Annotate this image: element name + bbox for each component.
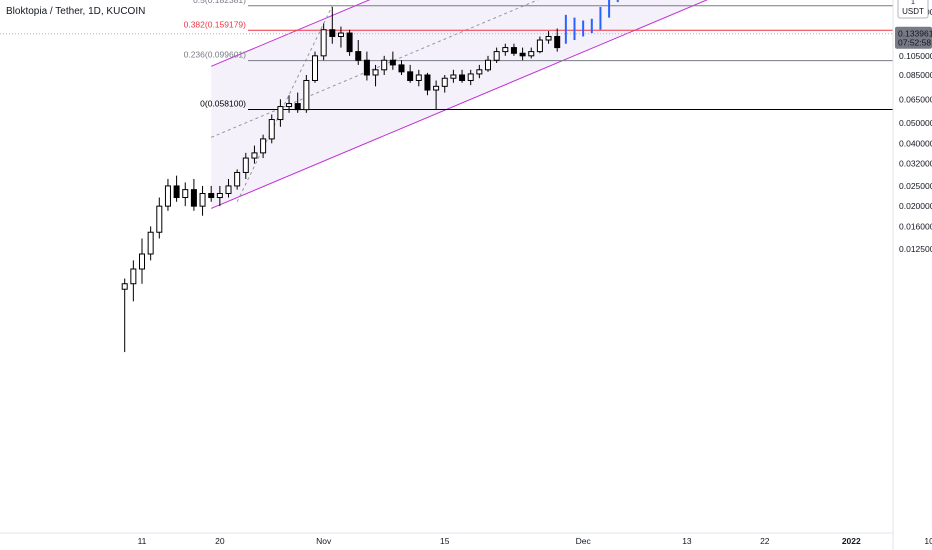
channel-upper-line (211, 0, 371, 67)
price-tick-label: 0.105000 (899, 51, 932, 61)
candle-up (528, 51, 535, 57)
fib-level-label: 0.5(0.182381) (193, 0, 246, 5)
candle-down (190, 189, 197, 207)
price-tick-label: 0.085000 (899, 70, 932, 80)
candle-down (363, 59, 370, 76)
price-tick-label: 0.065000 (899, 94, 932, 104)
price-tick-label: 0.012500 (899, 244, 932, 254)
fib-level-label: 0.382(0.159179) (184, 19, 247, 29)
channel-mid-line (211, 0, 539, 138)
candle-down (355, 51, 362, 61)
candle-up (130, 268, 137, 285)
fib-level-label: 0(0.058100) (200, 98, 246, 108)
candle-down (398, 64, 405, 73)
candle-down (554, 35, 561, 49)
candle-up (476, 69, 483, 75)
last-price-value: 0.133961 (898, 29, 932, 39)
candle-up (312, 55, 318, 81)
candle-up (433, 85, 440, 91)
price-tick-label: 0.050000 (899, 118, 932, 128)
time-tick-label: 22 (760, 536, 770, 546)
candle-down (389, 59, 396, 66)
last-price-badge (895, 26, 932, 49)
candle-down (346, 32, 353, 53)
logscale-hint: 1 (911, 0, 915, 6)
candle-down (294, 103, 301, 111)
candle-up (502, 47, 509, 53)
candle-up (415, 74, 422, 81)
time-tick-label: 13 (682, 536, 692, 546)
time-tick-label: 10 (924, 536, 932, 546)
candle-up (199, 192, 206, 207)
time-tick-label: 15 (440, 536, 450, 546)
time-tick-label: 20 (215, 536, 225, 546)
candle-down (208, 192, 215, 199)
currency-badge[interactable] (897, 0, 929, 19)
candle-up (216, 192, 223, 199)
price-tick-label: 0.020000 (899, 201, 932, 211)
candle-up (147, 231, 154, 255)
channel-lower-line (211, 0, 708, 209)
candle-up (545, 35, 552, 41)
channel-fill (211, 0, 707, 209)
candles (121, 0, 619, 353)
candle-down (173, 185, 180, 199)
candle-up (164, 185, 171, 207)
candle-up (121, 283, 128, 290)
candle-up (260, 138, 267, 154)
chart-title: Bloktopia / Tether, 1D, KUCOIN (6, 6, 146, 17)
candle-down (519, 52, 526, 57)
candle-up (156, 205, 163, 233)
countdown-timer: 07:52:58 (898, 38, 931, 48)
price-tick-label: 0.040000 (899, 138, 932, 148)
candle-up (485, 59, 491, 71)
candle-up (139, 253, 145, 270)
candle-down (510, 47, 517, 54)
time-tick-label: Nov (316, 536, 332, 546)
candle-up (234, 171, 241, 187)
candle-up (182, 189, 189, 199)
candle-up (536, 39, 543, 53)
candle-down (329, 29, 336, 37)
candle-up (337, 32, 344, 37)
fib-level-label: 0.236(0.099601) (184, 50, 247, 60)
price-tick-label: 0.016000 (899, 221, 932, 231)
price-tick-label: 0.025000 (899, 181, 932, 191)
candle-down (407, 71, 414, 81)
candle-up (450, 74, 457, 79)
currency-unit: USDT (902, 7, 924, 16)
candle-up (225, 185, 232, 194)
candle-up (441, 77, 448, 87)
candle-up (242, 157, 249, 173)
time-axis[interactable]: 1120Nov15Dec132220221019Feb14 (138, 536, 932, 546)
candle-down (459, 74, 466, 81)
price-lines (0, 33, 893, 35)
fib-trend-line (236, 5, 333, 202)
time-tick-label: 2022 (842, 536, 861, 546)
candle-up (381, 59, 388, 71)
price-tick-label: 0.032000 (899, 159, 932, 169)
candle-up (320, 29, 327, 57)
candle-up (268, 119, 275, 140)
candle-down (424, 74, 431, 91)
candle-up (372, 69, 379, 76)
time-tick-label: Dec (576, 536, 592, 546)
candle-up (303, 79, 310, 111)
candle-up (493, 51, 500, 61)
candle-up (251, 152, 258, 159)
time-tick-label: 11 (138, 536, 147, 546)
candle-up (286, 103, 293, 108)
candle-up (467, 73, 474, 81)
parallel-channel[interactable] (211, 0, 932, 209)
candle-up (277, 106, 284, 121)
